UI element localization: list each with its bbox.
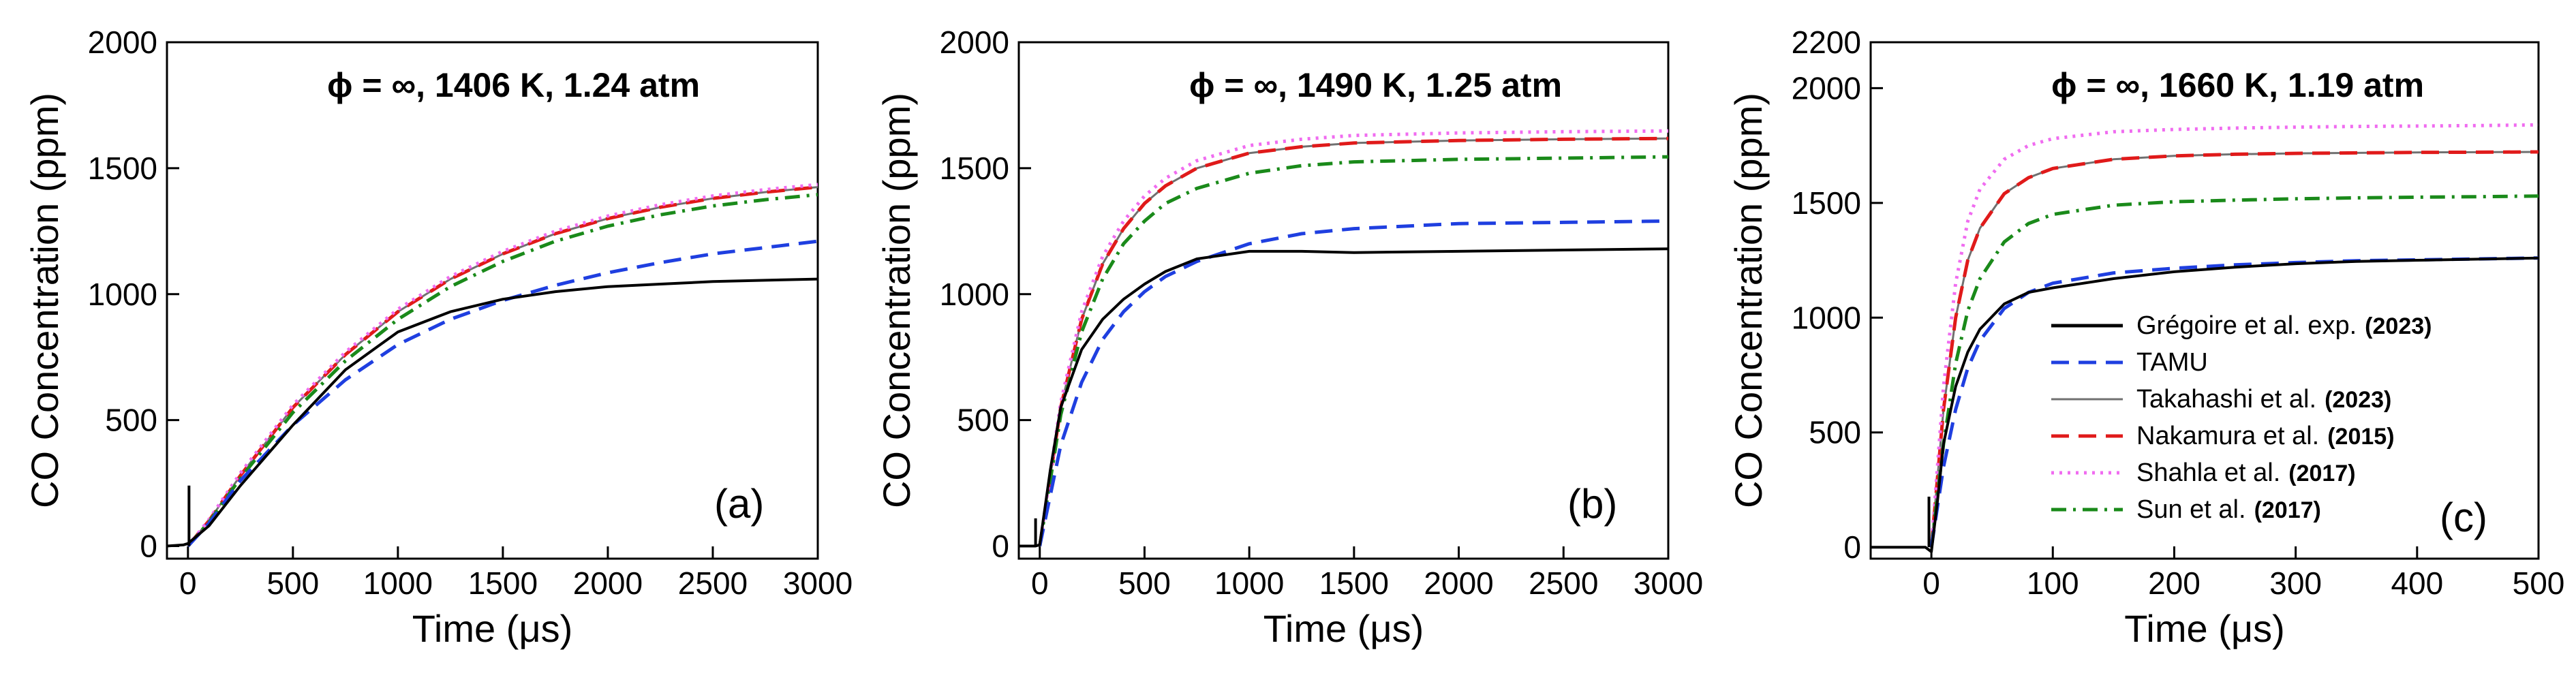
- plot-title: ϕ = ∞, 1490 K, 1.25 atm: [1189, 66, 1562, 104]
- x-tick-label: 2000: [1424, 565, 1493, 601]
- x-tick-label: 200: [2148, 565, 2201, 601]
- series-line-5: [186, 183, 818, 548]
- x-tick-label: 1500: [1319, 565, 1389, 601]
- series-line-1: [167, 277, 818, 548]
- series-line-6: [1929, 194, 2539, 548]
- series-line-2: [1038, 219, 1668, 547]
- legend-label-6: Sun et al. (2017): [2136, 495, 2321, 524]
- series-line-2: [186, 239, 818, 548]
- legend-label-3: Takahashi et al. (2023): [2136, 385, 2391, 414]
- x-tick-label: 3000: [783, 565, 853, 601]
- legend-label-4: Nakamura et al. (2015): [2136, 422, 2395, 450]
- y-tick-label: 500: [105, 403, 157, 438]
- y-tick-label: 1500: [1792, 185, 1861, 221]
- panel-label: (b): [1567, 481, 1617, 527]
- y-tick-label: 0: [992, 529, 1009, 564]
- y-tick-label: 2000: [1792, 70, 1861, 106]
- legend-label-1: Grégoire et al. exp. (2023): [2136, 311, 2432, 340]
- x-tick-label: 100: [2027, 565, 2079, 601]
- y-tick-label: 2000: [940, 25, 1009, 60]
- y-tick-label: 1000: [940, 277, 1009, 312]
- y-tick-label: 500: [957, 403, 1009, 438]
- y-tick-label: 0: [1843, 529, 1861, 565]
- x-tick-label: 2500: [678, 565, 748, 601]
- y-tick-label: 0: [140, 529, 157, 564]
- x-tick-label: 1500: [468, 565, 538, 601]
- x-axis-title: Time (μs): [1263, 607, 1424, 650]
- panel-c: 0 100 200 300 400 500 0 500 1000 1500 2000 2200 Time…: [1727, 25, 2564, 650]
- plot-frame: [1017, 41, 1670, 560]
- x-tick-label: 0: [1922, 565, 1940, 601]
- y-tick-label: 1500: [940, 151, 1009, 186]
- plot-title: ϕ = ∞, 1660 K, 1.19 atm: [2051, 66, 2424, 104]
- x-axis-title: Time (μs): [412, 607, 572, 650]
- series-line-6: [186, 193, 818, 548]
- y-axis-title: CO Concentration (ppm): [23, 93, 66, 508]
- x-tick-label: 500: [266, 565, 319, 601]
- y-tick-label: 2200: [1792, 25, 1861, 60]
- legend-label-2: TAMU: [2136, 348, 2208, 377]
- y-axis-title: CO Concentration (ppm): [875, 93, 918, 508]
- x-tick-label: 500: [1118, 565, 1171, 601]
- x-tick-label: 300: [2269, 565, 2322, 601]
- plot-frame: [1869, 41, 2540, 560]
- x-tick-label: 1000: [1214, 565, 1284, 601]
- series-line-5: [1929, 123, 2539, 548]
- series-line-3: [1930, 151, 2539, 548]
- panel-label: (c): [2440, 495, 2487, 540]
- x-tick-label: 0: [179, 565, 197, 601]
- series-line-1: [1019, 247, 1668, 548]
- series-line-4: [1929, 150, 2539, 548]
- plot-title: ϕ = ∞, 1406 K, 1.24 atm: [327, 66, 700, 104]
- panel-a: 0 500 1000 1500 2000 2500 3000 0 500 1000 1500 2000…: [23, 25, 853, 650]
- series-line-1: [1871, 256, 2539, 553]
- plot-frame: [166, 41, 819, 560]
- x-tick-label: 400: [2391, 565, 2443, 601]
- x-tick-label: 3000: [1634, 565, 1703, 601]
- x-tick-label: 0: [1031, 565, 1049, 601]
- y-tick-label: 1000: [88, 277, 157, 312]
- series-line-4: [1038, 136, 1668, 546]
- y-tick-label: 2000: [88, 25, 157, 60]
- y-tick-label: 500: [1809, 415, 1861, 450]
- series-line-6: [1038, 155, 1668, 546]
- x-tick-label: 2500: [1529, 565, 1598, 601]
- legend-label-5: Shahla et al. (2017): [2136, 458, 2356, 487]
- x-axis-title: Time (μs): [2124, 607, 2284, 650]
- x-tick-label: 1000: [363, 565, 433, 601]
- panel-label: (a): [714, 481, 764, 527]
- y-tick-label: 1500: [88, 151, 157, 186]
- x-tick-label: 500: [2513, 565, 2565, 601]
- x-tick-label: 2000: [573, 565, 643, 601]
- panel-b: 0 500 1000 1500 2000 2500 3000 0 500 1000 1500 2000…: [875, 25, 1703, 650]
- y-axis-title: CO Concentration (ppm): [1727, 93, 1770, 508]
- series-line-3: [187, 186, 818, 547]
- y-tick-label: 1000: [1792, 300, 1861, 335]
